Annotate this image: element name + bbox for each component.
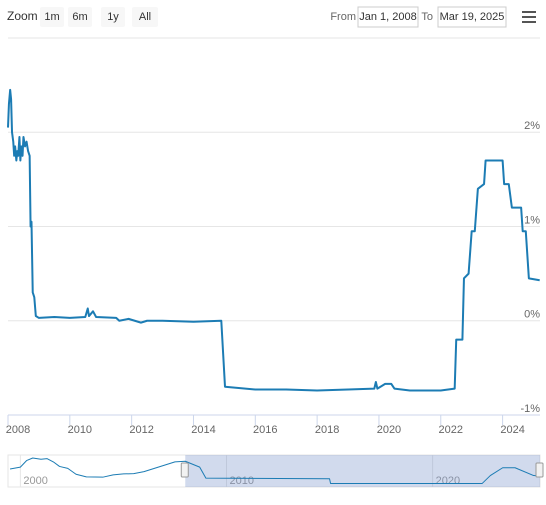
from-input[interactable] — [357, 6, 419, 28]
y-tick-label: 0% — [524, 309, 540, 321]
x-tick-label: 2022 — [439, 424, 463, 436]
from-value[interactable]: Jan 1, 2008 — [359, 11, 417, 23]
x-tick-label: 2010 — [68, 424, 92, 436]
series-line — [7, 88, 540, 392]
y-tick-label: 2% — [524, 120, 540, 132]
zoom-button-label[interactable]: 6m — [72, 11, 87, 23]
x-tick-label: 2018 — [315, 424, 339, 436]
navigator-handle[interactable] — [535, 462, 544, 478]
x-tick-label: 2008 — [6, 424, 30, 436]
to-input[interactable] — [437, 6, 507, 28]
zoom-button[interactable] — [101, 7, 125, 27]
menu-bar — [522, 11, 536, 13]
zoom-button-label[interactable]: 1m — [44, 11, 59, 23]
navigator-background — [7, 454, 541, 488]
menu-bar — [522, 21, 536, 23]
navigator-tick-label: 2000 — [23, 475, 47, 487]
zoom-button-label[interactable]: 1y — [107, 11, 119, 23]
navigator-selection — [185, 455, 540, 487]
menu-button[interactable] — [522, 11, 536, 23]
zoom-button[interactable] — [68, 7, 92, 27]
zoom-button[interactable] — [132, 7, 158, 27]
x-tick-label: 2014 — [191, 424, 215, 436]
x-tick-label: 2012 — [129, 424, 153, 436]
zoom-button-label[interactable]: All — [139, 11, 151, 23]
from-label: From — [330, 11, 356, 23]
x-tick-label: 2020 — [377, 424, 401, 436]
zoom-button[interactable] — [40, 7, 64, 27]
zoom-label: Zoom — [7, 9, 38, 23]
x-tick-label: 2016 — [253, 424, 277, 436]
y-tick-label: 1% — [524, 214, 540, 226]
x-tick-label: 2024 — [500, 424, 524, 436]
y-tick-label: -1% — [520, 403, 540, 415]
navigator-handle[interactable] — [180, 462, 189, 478]
to-value[interactable]: Mar 19, 2025 — [440, 11, 505, 23]
navigator-line — [9, 457, 540, 485]
toolbar: Zoom From Jan 1, 2008 To Mar 19, 2025 — [7, 6, 536, 28]
menu-bar — [522, 16, 536, 18]
to-label: To — [421, 11, 433, 23]
